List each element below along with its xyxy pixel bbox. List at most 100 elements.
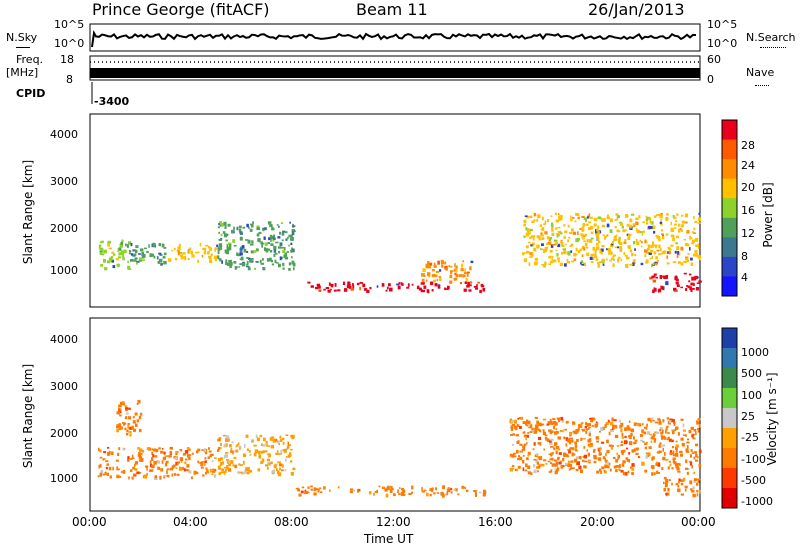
power-cell: [187, 257, 190, 260]
velocity-cell: [201, 449, 204, 451]
velocity-cell: [165, 460, 169, 464]
velocity-cell: [597, 447, 601, 450]
velocity-cell: [554, 431, 558, 435]
power-cell: [655, 234, 658, 238]
velocity-cell: [550, 452, 552, 457]
velocity-cell: [660, 431, 664, 435]
velocity-cell: [225, 435, 230, 439]
velocity-cell: [233, 456, 237, 460]
power-cell: [671, 228, 674, 232]
velocity-cell: [183, 468, 186, 472]
power-cell: [189, 247, 192, 251]
velocity-cell: [126, 429, 129, 433]
velocity-cell: [588, 460, 591, 463]
colorbar-segment: [722, 120, 737, 141]
power-cell: [271, 263, 275, 266]
velocity-cell: [542, 431, 546, 436]
power-cell: [647, 248, 649, 252]
power-cell: [291, 229, 295, 232]
power-cell: [130, 259, 134, 262]
power-cell: [609, 229, 613, 233]
velocity-cell: [570, 463, 573, 468]
power-cbar-tick: 24: [741, 159, 755, 172]
power-cell: [665, 217, 669, 221]
velocity-cell: [164, 455, 169, 457]
velocity-cell: [599, 468, 602, 472]
velocity-cell: [572, 430, 576, 433]
power-cell: [222, 231, 226, 234]
power-cell: [440, 259, 443, 263]
power-cell: [141, 259, 146, 261]
power-cell: [670, 244, 674, 247]
power-cell: [286, 251, 289, 253]
power-cell: [582, 223, 585, 227]
power-cell: [225, 262, 229, 265]
power-cell: [661, 236, 665, 240]
power-cell: [526, 228, 529, 232]
power-cell: [527, 228, 530, 231]
velocity-cell: [310, 485, 313, 488]
power-cell: [433, 262, 436, 267]
velocity-cell: [550, 438, 553, 441]
velocity-cell: [522, 421, 526, 424]
velocity-cell: [519, 443, 523, 446]
power-cell: [687, 230, 690, 234]
power-cell: [532, 237, 535, 241]
power-cell: [675, 242, 678, 245]
power-cell: [275, 241, 279, 244]
velocity-colorbar: [721, 327, 738, 509]
power-cell: [540, 228, 543, 231]
velocity-cell: [537, 442, 540, 445]
power-cell: [680, 224, 684, 228]
velocity-cell: [578, 456, 582, 460]
velocity-cell: [122, 469, 126, 474]
velocity-cell: [133, 473, 137, 476]
velocity-cell: [627, 470, 630, 474]
power-cell: [217, 250, 220, 255]
power-cell: [619, 223, 624, 226]
velocity-cell: [688, 430, 692, 434]
power-cell: [184, 258, 187, 261]
velocity-cell: [539, 429, 542, 433]
power-cell: [613, 239, 618, 241]
power-cell: [686, 243, 690, 247]
velocity-cell: [562, 429, 565, 433]
velocity-cell: [538, 422, 542, 427]
velocity-cell: [242, 471, 245, 475]
power-cell: [232, 239, 236, 243]
power-cell: [325, 287, 330, 289]
velocity-cell: [228, 459, 230, 464]
velocity-cell: [163, 475, 166, 479]
nave-label: Nave: [746, 66, 775, 79]
colorbar-segment: [722, 159, 737, 180]
velocity-cell: [393, 493, 396, 497]
velocity-cell: [618, 468, 620, 471]
velocity-cbar-tick: -1000: [741, 495, 773, 508]
velocity-cell: [464, 487, 467, 490]
velocity-cell: [474, 489, 477, 494]
velocity-cell: [618, 469, 622, 472]
power-cell: [462, 260, 465, 263]
velocity-cell: [550, 445, 554, 448]
power-cell: [532, 244, 535, 247]
power-cell: [441, 264, 444, 268]
power-cell: [262, 258, 264, 261]
velocity-cell: [584, 465, 587, 469]
velocity-cell: [235, 445, 238, 448]
power-cell: [284, 252, 288, 257]
power-cbar-tick: 4: [741, 271, 748, 284]
velocity-cell: [685, 450, 690, 453]
velocity-cell: [272, 469, 275, 473]
power-cell: [133, 253, 137, 256]
velocity-cell: [609, 468, 612, 472]
power-cell: [622, 229, 626, 233]
power-cell: [207, 251, 210, 254]
velocity-cell: [666, 425, 669, 429]
power-cell: [653, 273, 657, 276]
velocity-cell: [580, 422, 583, 427]
velocity-cell: [575, 469, 579, 472]
velocity-cell: [134, 464, 136, 467]
power-cell: [288, 262, 292, 266]
power-cell: [658, 288, 662, 292]
velocity-cell: [600, 471, 603, 474]
